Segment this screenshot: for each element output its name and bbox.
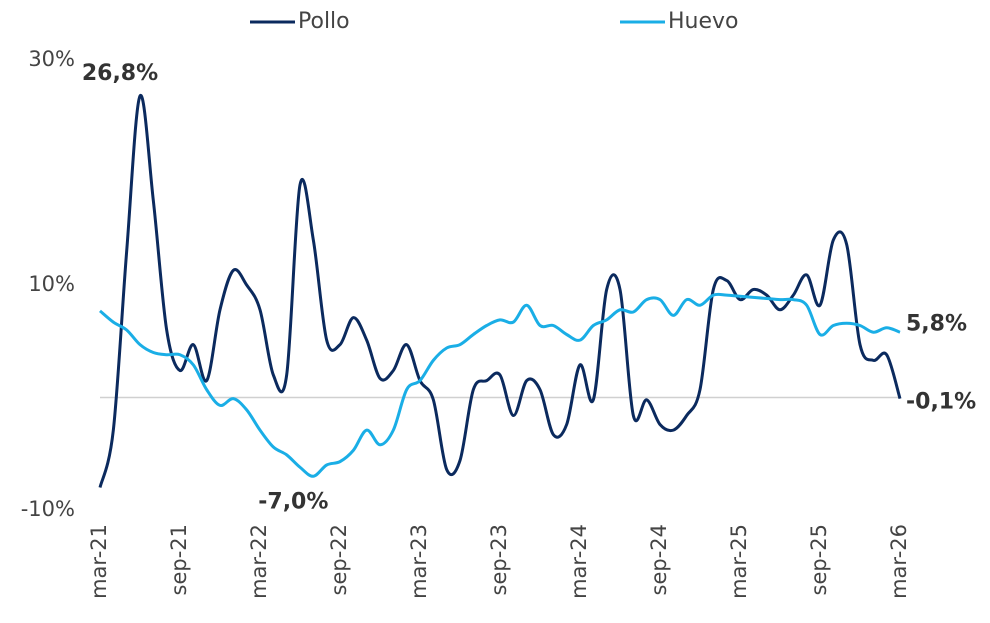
x-tick-label: sep-24 — [647, 524, 671, 596]
x-tick-label: mar-25 — [727, 524, 751, 599]
y-tick-label: 10% — [28, 272, 75, 296]
x-tick-label: sep-23 — [487, 524, 511, 596]
y-tick-label: 30% — [28, 47, 75, 71]
legend-label: Pollo — [298, 9, 350, 34]
x-tick-label: mar-26 — [887, 524, 911, 599]
value-label: 5,8% — [906, 311, 967, 336]
legend-label: Huevo — [668, 9, 739, 34]
y-tick-label: -10% — [21, 497, 75, 521]
x-tick-label: mar-21 — [87, 524, 111, 599]
x-tick-label: sep-22 — [327, 524, 351, 596]
x-tick-label: mar-22 — [247, 524, 271, 599]
line — [99, 292, 901, 478]
x-tick-label: mar-23 — [407, 524, 431, 599]
x-tick-label: sep-21 — [167, 524, 191, 596]
value-label: 26,8% — [82, 61, 158, 86]
x-tick-label: mar-24 — [567, 524, 591, 599]
x-tick-label: sep-25 — [807, 524, 831, 596]
value-label: -0,1% — [906, 390, 976, 415]
line — [98, 94, 902, 488]
value-label: -7,0% — [258, 489, 328, 514]
